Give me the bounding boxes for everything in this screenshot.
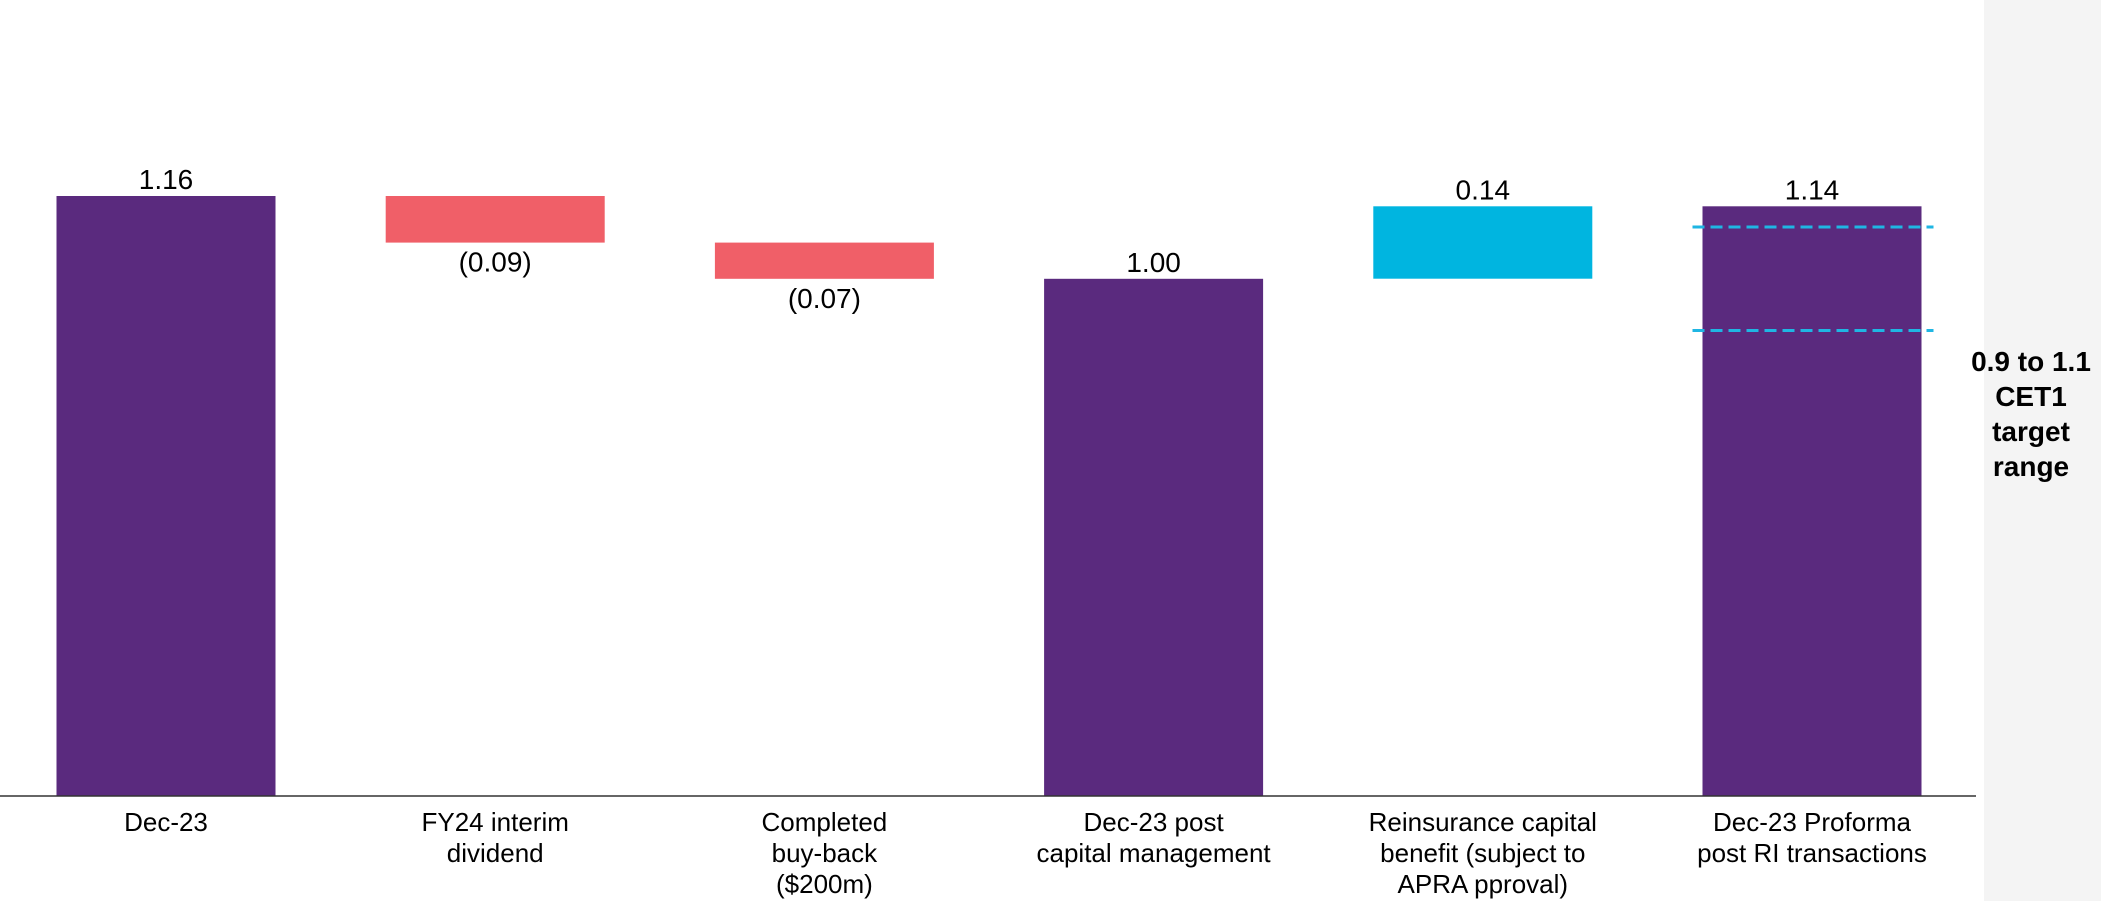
category-label: Dec-23 Proforma post RI transactions	[1697, 807, 1927, 868]
side-panel	[1984, 0, 2101, 901]
category-label: FY24 interim dividend	[422, 807, 569, 868]
target-range-label-line: 0.9 to 1.1	[1971, 346, 2091, 377]
data-label: (0.07)	[788, 283, 861, 314]
category-label-line: FY24 interim	[422, 807, 569, 837]
category-label: Dec-23	[124, 807, 208, 837]
target-range-label-line: CET1	[1995, 381, 2067, 412]
category-label-line: capital management	[1037, 838, 1272, 868]
data-label: 1.00	[1126, 247, 1181, 278]
data-label: 1.14	[1785, 174, 1840, 205]
category-label: Completed buy-back ($200m)	[762, 807, 888, 899]
category-label: Dec-23 post capital management	[1037, 807, 1272, 868]
category-label-line: Dec-23 post	[1084, 807, 1225, 837]
data-label: 0.14	[1456, 174, 1511, 205]
category-label-line: dividend	[447, 838, 544, 868]
category-label-line: benefit (subject to	[1380, 838, 1585, 868]
category-label-line: buy-back	[772, 838, 878, 868]
bar-total	[56, 196, 276, 796]
category-label-line: Dec-23	[124, 807, 208, 837]
data-label: 1.16	[139, 164, 194, 195]
bar-decrease	[714, 242, 934, 279]
category-label-line: post RI transactions	[1697, 838, 1927, 868]
category-label-line: APRA pproval)	[1398, 869, 1569, 899]
category-label-line: Dec-23 Proforma	[1713, 807, 1911, 837]
category-label-line: Reinsurance capital	[1369, 807, 1597, 837]
category-label: Reinsurance capital benefit (subject to AP…	[1369, 807, 1597, 899]
category-label-line: ($200m)	[776, 869, 873, 899]
target-range-label-line: range	[1993, 451, 2069, 482]
target-range-label: 0.9 to 1.1 CET1 target range	[1971, 346, 2091, 482]
data-label: (0.09)	[459, 247, 532, 278]
bar-total	[1044, 278, 1264, 796]
bar-total	[1702, 206, 1922, 797]
bar-decrease	[385, 196, 605, 243]
bar-increase	[1373, 206, 1593, 279]
category-label-line: Completed	[762, 807, 888, 837]
target-range-label-line: target	[1992, 416, 2070, 447]
